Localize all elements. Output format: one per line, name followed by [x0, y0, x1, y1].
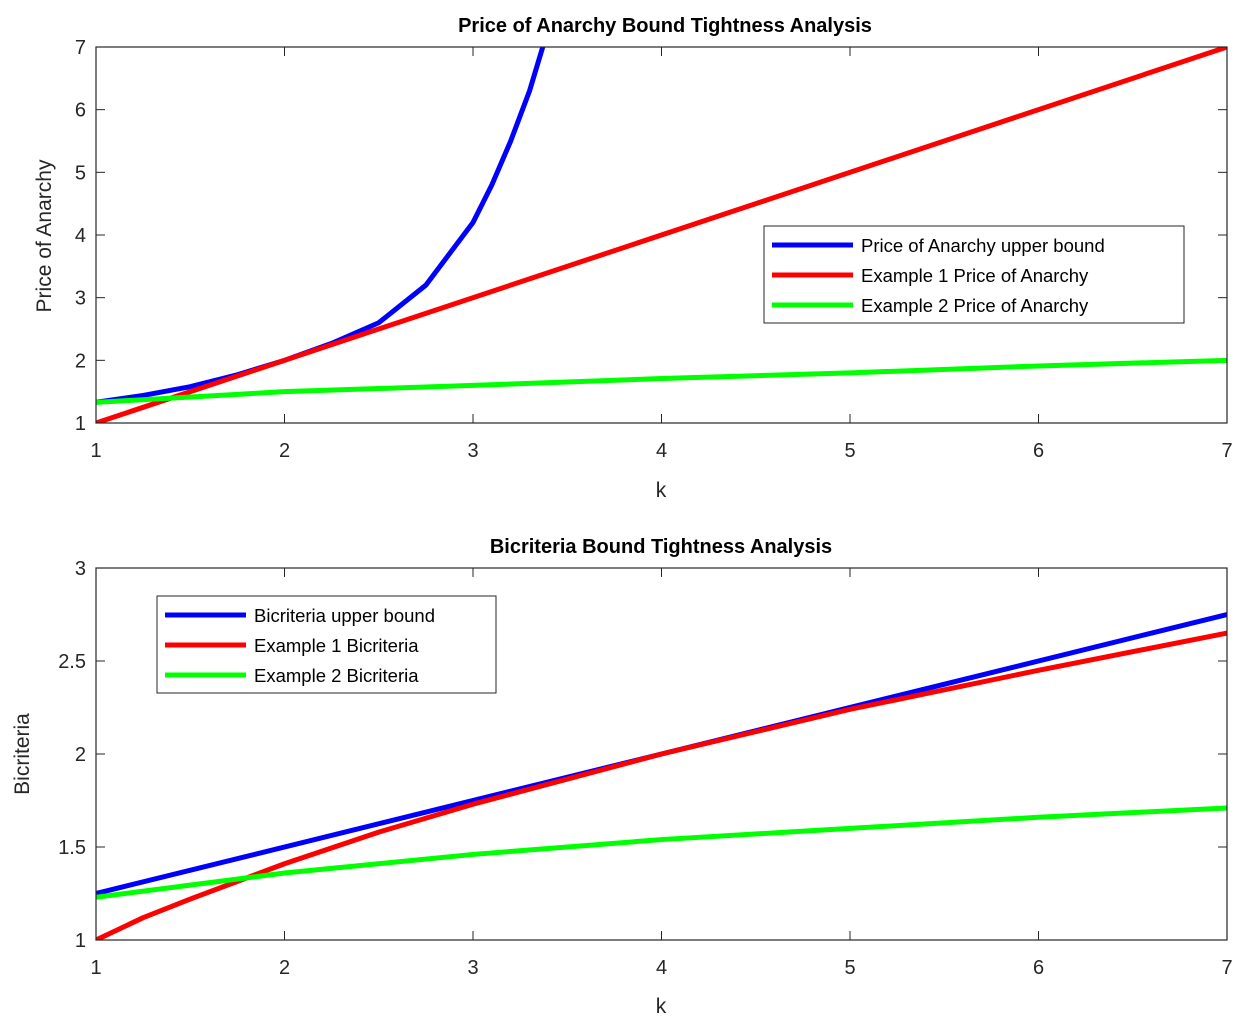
legend-label-example-2: Example 2 Bicriteria: [254, 665, 419, 686]
x-tick-label: 2: [279, 440, 290, 462]
series-line-2: [96, 630, 1227, 940]
x-tick-label: 2: [279, 957, 290, 979]
y-tick-label: 3: [75, 288, 86, 310]
y-tick-label: 3: [75, 558, 86, 580]
y-tick-label: 2.5: [58, 651, 86, 673]
x-tick-label: 6: [1033, 957, 1044, 979]
plot-lines: [96, 47, 1227, 423]
legend-label-example-1: Example 1 Price of Anarchy: [861, 265, 1089, 286]
y-tick-label: 2: [75, 350, 86, 372]
chart-title: Bicriteria Bound Tightness Analysis: [490, 536, 832, 558]
x-tick-label: 4: [656, 957, 667, 979]
price-of-anarchy-chart: Price of Anarchy Bound Tightness Analysi…: [33, 15, 1233, 502]
plot-lines: [96, 612, 1227, 940]
axes-box: [95, 567, 1228, 941]
y-tick-label: 1: [75, 930, 86, 952]
bicriteria-chart: Bicriteria Bound Tightness Analysis k Bi…: [11, 536, 1233, 1018]
x-tick-label: 6: [1033, 440, 1044, 462]
x-tick-label: 1: [90, 957, 101, 979]
x-axis-label: k: [656, 995, 667, 1018]
chart-title: Price of Anarchy Bound Tightness Analysi…: [458, 15, 872, 37]
axis-ticks: 1 2 3 4 5 6 7 1 2 3 4 5 6 7: [75, 37, 1233, 462]
y-tick-label: 4: [75, 225, 86, 247]
series-line-3: [96, 357, 1227, 405]
y-tick-label: 6: [75, 100, 86, 122]
x-tick-label: 7: [1221, 440, 1232, 462]
x-tick-label: 4: [656, 440, 667, 462]
series-line-1: [96, 47, 546, 405]
x-tick-label: 7: [1221, 957, 1232, 979]
x-tick-label: 1: [90, 440, 101, 462]
series-line-3: [96, 805, 1227, 900]
y-axis-label: Bicriteria: [11, 713, 34, 795]
y-tick-label: 1.5: [58, 837, 86, 859]
legend: Price of Anarchy upper bound Example 1 P…: [763, 225, 1185, 324]
y-tick-label: 1: [75, 413, 86, 435]
x-tick-label: 3: [467, 440, 478, 462]
legend-label-upper-bound: Bicriteria upper bound: [254, 605, 435, 626]
legend-label-example-1: Example 1 Bicriteria: [254, 635, 419, 656]
legend-label-upper-bound: Price of Anarchy upper bound: [861, 235, 1105, 256]
x-tick-label: 5: [844, 957, 855, 979]
axes-box: [95, 46, 1228, 424]
x-tick-label: 5: [844, 440, 855, 462]
y-tick-label: 7: [75, 37, 86, 59]
y-axis-label: Price of Anarchy: [33, 159, 56, 312]
legend: Bicriteria upper bound Example 1 Bicrite…: [156, 595, 497, 694]
legend-label-example-2: Example 2 Price of Anarchy: [861, 295, 1089, 316]
y-tick-label: 5: [75, 162, 86, 184]
x-axis-label: k: [656, 479, 667, 502]
y-tick-label: 2: [75, 744, 86, 766]
axis-ticks: 1 2 3 4 5 6 7 1 1.5 2 2.5 3: [58, 558, 1232, 979]
x-tick-label: 3: [467, 957, 478, 979]
series-line-2: [96, 47, 1227, 423]
